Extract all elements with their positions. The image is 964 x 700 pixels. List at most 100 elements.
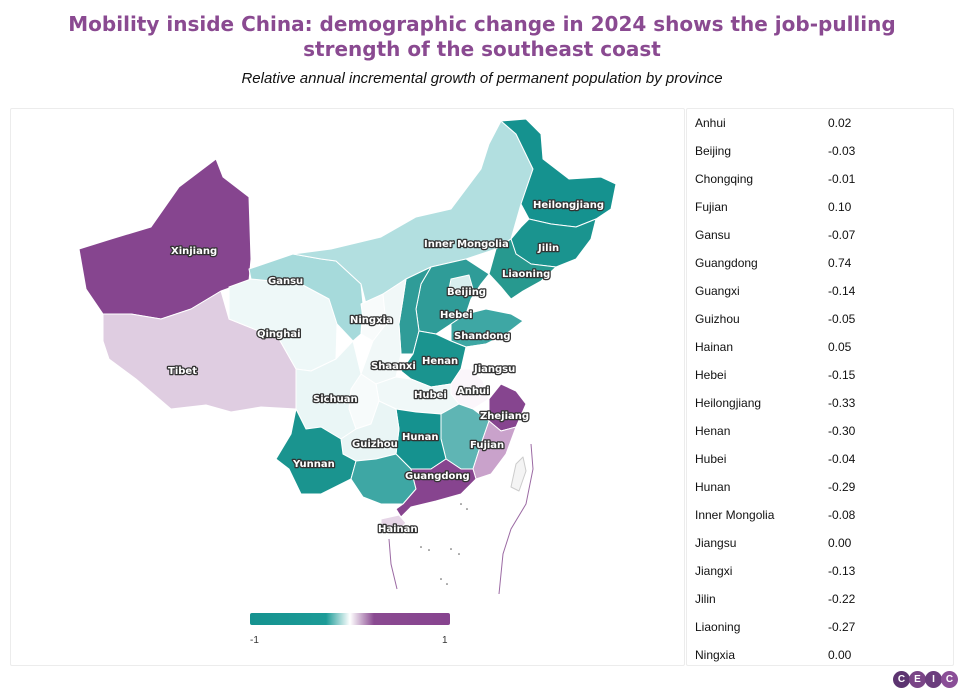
province-value: 0.00 [828, 648, 852, 662]
legend-max-label: 1 [442, 635, 448, 646]
page-subtitle: Relative annual incremental growth of pe… [241, 70, 723, 87]
province-name: Henan [695, 424, 731, 438]
province-liaoning[interactable] [488, 238, 557, 300]
table-row: Heilongjiang -0.33 [687, 389, 953, 417]
province-name: Hebei [695, 368, 727, 382]
table-row: Gansu -0.07 [687, 221, 953, 249]
province-hainan[interactable] [380, 514, 407, 534]
label-qinghai: Qinghai [257, 329, 301, 340]
table-row: Hunan -0.29 [687, 473, 953, 501]
province-jilin[interactable] [510, 218, 597, 268]
province-name: Anhui [695, 116, 726, 130]
province-zhejiang[interactable] [488, 383, 527, 432]
province-name: Ningxia [695, 648, 736, 662]
table-row: Liaoning -0.27 [687, 613, 953, 641]
logo-letter: C [893, 671, 910, 688]
table-row: Guizhou -0.05 [687, 305, 953, 333]
province-value: -0.29 [828, 480, 856, 494]
label-beijing: Beijing [447, 287, 486, 298]
table-row: Hainan 0.05 [687, 333, 953, 361]
map-labels: Xinjiang Tibet Qinghai Gansu Inner Mongo… [167, 199, 606, 537]
province-fujian[interactable] [472, 420, 517, 480]
label-guangdong: Guangdong [405, 471, 470, 482]
province-name: Guizhou [695, 312, 740, 326]
province-guangdong[interactable] [395, 458, 477, 518]
table-row: Ningxia 0.00 [687, 641, 953, 665]
logo-letter: C [941, 671, 958, 688]
table-row: Chongqing -0.01 [687, 165, 953, 193]
province-name: Heilongjiang [695, 396, 762, 410]
province-name: Chongqing [695, 172, 754, 186]
province-value: -0.07 [828, 228, 856, 242]
label-anhui: Anhui [457, 386, 490, 397]
table-row: Inner Mongolia -0.08 [687, 501, 953, 529]
province-value: -0.03 [828, 144, 856, 158]
logo-letter: I [925, 671, 942, 688]
label-sichuan: Sichuan [313, 394, 358, 405]
table-row: Jiangsu 0.00 [687, 529, 953, 557]
province-yunnan[interactable] [275, 408, 357, 495]
province-value: -0.05 [828, 312, 856, 326]
china-map: Xinjiang Tibet Qinghai Gansu Inner Mongo… [78, 118, 617, 595]
table-row: Anhui 0.02 [687, 109, 953, 137]
logo-letter: E [909, 671, 926, 688]
province-inner-mongolia[interactable] [292, 120, 534, 305]
province-value: 0.05 [828, 340, 852, 354]
province-value: 0.02 [828, 116, 852, 130]
province-value: -0.04 [828, 452, 856, 466]
label-shaanxi: Shaanxi [371, 361, 416, 372]
province-heilongjiang[interactable] [500, 118, 617, 228]
color-legend: -1 1 [250, 613, 450, 653]
province-name: Hubei [695, 452, 727, 466]
province-value: -0.30 [828, 424, 856, 438]
province-beijing[interactable] [448, 274, 474, 296]
label-jiangsu: Jiangsu [473, 364, 515, 375]
province-xinjiang[interactable] [78, 158, 252, 320]
nine-dash-line [388, 443, 534, 595]
label-hainan: Hainan [378, 524, 418, 535]
label-ningxia: Ningxia [350, 315, 393, 326]
table-row: Beijing -0.03 [687, 137, 953, 165]
label-zhejiang: Zhejiang [480, 411, 529, 422]
province-value: -0.13 [828, 564, 856, 578]
province-value: -0.27 [828, 620, 856, 634]
province-name: Liaoning [695, 620, 741, 634]
table-row: Guangdong 0.74 [687, 249, 953, 277]
province-name: Guangdong [695, 256, 758, 270]
province-value: -0.14 [828, 284, 856, 298]
legend-gradient-bar [250, 613, 450, 625]
legend-min-label: -1 [250, 635, 259, 646]
province-name: Gansu [695, 228, 731, 242]
province-name: Jiangsu [695, 536, 737, 550]
province-value: 0.10 [828, 200, 852, 214]
province-name: Guangxi [695, 284, 740, 298]
province-value-table: Anhui 0.02 Beijing -0.03 Chongqing -0.01 Fujia… [686, 108, 954, 666]
table-row: Guangxi -0.14 [687, 277, 953, 305]
province-name: Jilin [695, 592, 716, 606]
label-liaoning: Liaoning [502, 269, 550, 280]
table-row: Henan -0.30 [687, 417, 953, 445]
table-row: Hebei -0.15 [687, 361, 953, 389]
label-xinjiang: Xinjiang [171, 246, 217, 257]
island-taiwan [510, 456, 527, 492]
label-jilin: Jilin [537, 243, 559, 254]
label-hubei: Hubei [414, 390, 447, 401]
table-row: Fujian 0.10 [687, 193, 953, 221]
label-yunnan: Yunnan [292, 459, 335, 470]
ceic-logo: C E I C [893, 671, 958, 691]
province-value: 0.00 [828, 536, 852, 550]
province-value: -0.33 [828, 396, 856, 410]
table-row: Jiangxi -0.13 [687, 557, 953, 585]
province-name: Jiangxi [695, 564, 733, 578]
island-dots [420, 503, 468, 585]
province-value: -0.15 [828, 368, 856, 382]
page-title: Mobility inside China: demographic chang… [68, 12, 896, 61]
province-name: Fujian [695, 200, 728, 214]
label-guizhou: Guizhou [352, 439, 398, 450]
province-name: Hunan [695, 480, 731, 494]
label-heilongjiang: Heilongjiang [533, 200, 604, 211]
map-panel: Xinjiang Tibet Qinghai Gansu Inner Mongo… [10, 108, 685, 666]
label-shandong: Shandong [454, 331, 511, 342]
label-fujian: Fujian [470, 440, 504, 451]
province-value: -0.08 [828, 508, 856, 522]
